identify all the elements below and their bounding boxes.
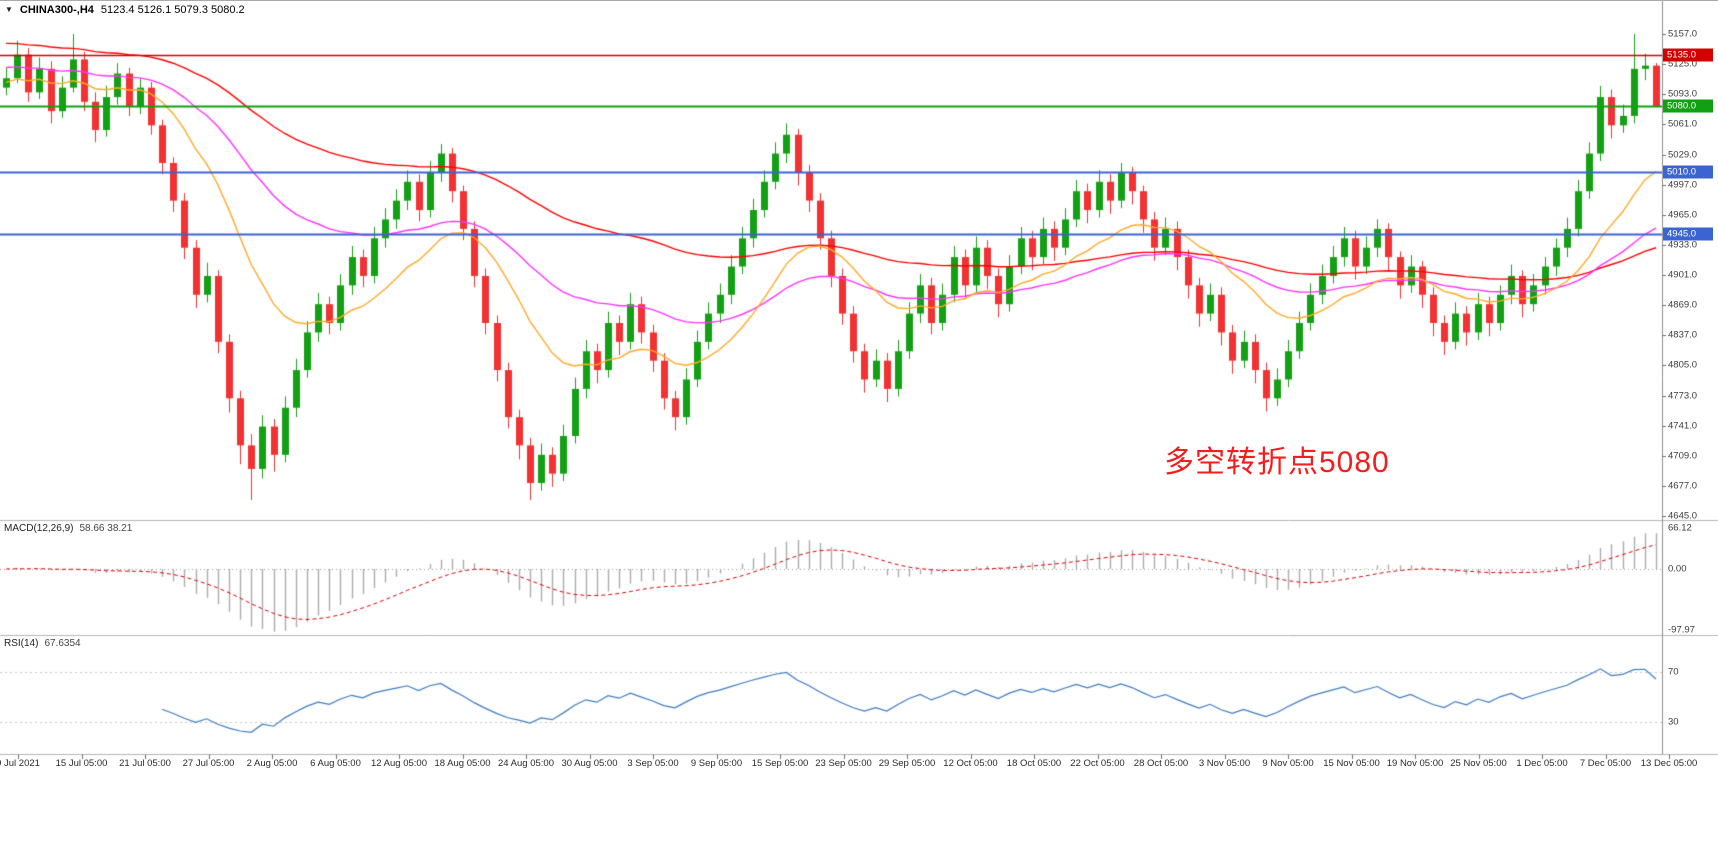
y-axis-label: 4773.0 <box>1668 390 1698 401</box>
y-axis-label: 4933.0 <box>1668 239 1698 251</box>
x-axis-date-label: 9 Jul 2021 <box>0 758 40 769</box>
x-axis-date-label: 24 Aug 05:00 <box>498 758 554 769</box>
x-axis-date-label: 6 Aug 05:00 <box>310 758 361 769</box>
price-level-badge: 4945.0 <box>1663 227 1713 241</box>
y-axis-label: 4741.0 <box>1668 420 1698 432</box>
x-axis-date-label: 18 Aug 05:00 <box>434 758 491 769</box>
y-axis-label: 4645.0 <box>1668 510 1698 522</box>
x-axis-date-label: 1 Dec 05:00 <box>1516 758 1568 769</box>
x-axis-date-label: 9 Sep 05:00 <box>690 758 743 769</box>
price-chart-canvas[interactable] <box>0 1 1718 771</box>
x-axis-date-label: 19 Nov 05:00 <box>1386 758 1444 769</box>
x-axis-date-label: 25 Nov 05:00 <box>1450 758 1507 769</box>
macd-axis-label: -97.97 <box>1668 624 1695 636</box>
y-axis-label: 5125.0 <box>1668 58 1698 70</box>
macd-values: 58.66 38.21 <box>79 523 133 534</box>
macd-indicator-label: MACD(12,26,9) 58.66 38.21 <box>4 523 132 534</box>
price-level-badge: 5080.0 <box>1663 99 1713 113</box>
x-axis-date-label: 28 Oct 05:00 <box>1133 758 1189 769</box>
y-axis-label: 4677.0 <box>1668 480 1698 492</box>
quote-ohlc-label: 5123.4 5126.1 5079.3 5080.2 <box>100 4 245 16</box>
x-axis-date-label: 3 Sep 05:00 <box>627 758 679 769</box>
rsi-indicator-label: RSI(14) 67.6354 <box>4 638 81 649</box>
price-level-badge: 5135.0 <box>1663 48 1713 62</box>
x-axis-date-label: 15 Nov 05:00 <box>1323 758 1380 769</box>
x-axis-date-label: 2 Aug 05:00 <box>246 758 298 769</box>
x-axis-date-label: 9 Nov 05:00 <box>1262 758 1314 769</box>
x-axis-date-label: 27 Jul 05:00 <box>182 758 235 769</box>
x-axis-date-label: 15 Jul 05:00 <box>55 758 108 769</box>
x-axis-date-label: 3 Nov 05:00 <box>1198 758 1251 769</box>
y-axis-label: 4805.0 <box>1668 359 1698 371</box>
x-axis-date-label: 12 Aug 05:00 <box>371 758 427 769</box>
y-axis-label: 4837.0 <box>1668 329 1698 341</box>
macd-axis-label: 0.00 <box>1668 563 1687 575</box>
x-axis-date-label: 23 Sep 05:00 <box>815 758 872 769</box>
y-axis-label: 5093.0 <box>1668 88 1698 100</box>
dropdown-triangle-icon[interactable]: ▼ <box>5 5 13 14</box>
price-level-badge: 5010.0 <box>1663 165 1713 179</box>
rsi-name: RSI(14) <box>4 638 39 649</box>
rsi-axis-label: 70 <box>1668 666 1679 678</box>
annotation-text: 多空转折点5080 <box>1164 446 1390 479</box>
symbol-period-label: CHINA300-,H4 <box>19 4 94 16</box>
price-axis[interactable] <box>1662 1 1718 754</box>
y-axis-label: 4869.0 <box>1668 299 1698 311</box>
y-axis-label: 5157.0 <box>1668 28 1698 40</box>
x-axis-date-label: 22 Oct 05:00 <box>1070 758 1125 769</box>
y-axis-label: 5029.0 <box>1668 149 1698 160</box>
y-axis-label: 5061.0 <box>1668 118 1698 130</box>
rsi-value: 67.6354 <box>44 638 81 649</box>
y-axis-label: 4965.0 <box>1668 209 1698 221</box>
x-axis-date-label: 12 Oct 05:00 <box>943 758 998 769</box>
time-axis[interactable]: 9 Jul 2021 15 Jul 05:00 21 Jul 05:00 27 Jul… <box>0 754 1718 774</box>
y-axis-label: 4709.0 <box>1668 450 1698 462</box>
chart-title-bar: ▼ CHINA300-,H4 5123.4 5126.1 5079.3 5080… <box>0 1 1718 19</box>
macd-name: MACD(12,26,9) <box>4 523 74 534</box>
y-axis-label: 4997.0 <box>1668 179 1698 191</box>
x-axis-date-label: 15 Sep 05:00 <box>751 758 809 769</box>
x-axis-date-label: 13 Dec 05:00 <box>1640 758 1698 769</box>
rsi-axis-label: 30 <box>1668 716 1679 728</box>
y-axis-label: 4901.0 <box>1668 269 1698 281</box>
macd-axis-label: 66.12 <box>1668 522 1692 534</box>
x-axis-date-label: 21 Jul 05:00 <box>119 758 171 769</box>
x-axis-date-label: 7 Dec 05:00 <box>1579 758 1632 769</box>
x-axis-date-label: 18 Oct 05:00 <box>1006 758 1062 769</box>
x-axis-date-label: 30 Aug 05:00 <box>561 758 618 769</box>
x-axis-date-label: 29 Sep 05:00 <box>878 758 936 769</box>
